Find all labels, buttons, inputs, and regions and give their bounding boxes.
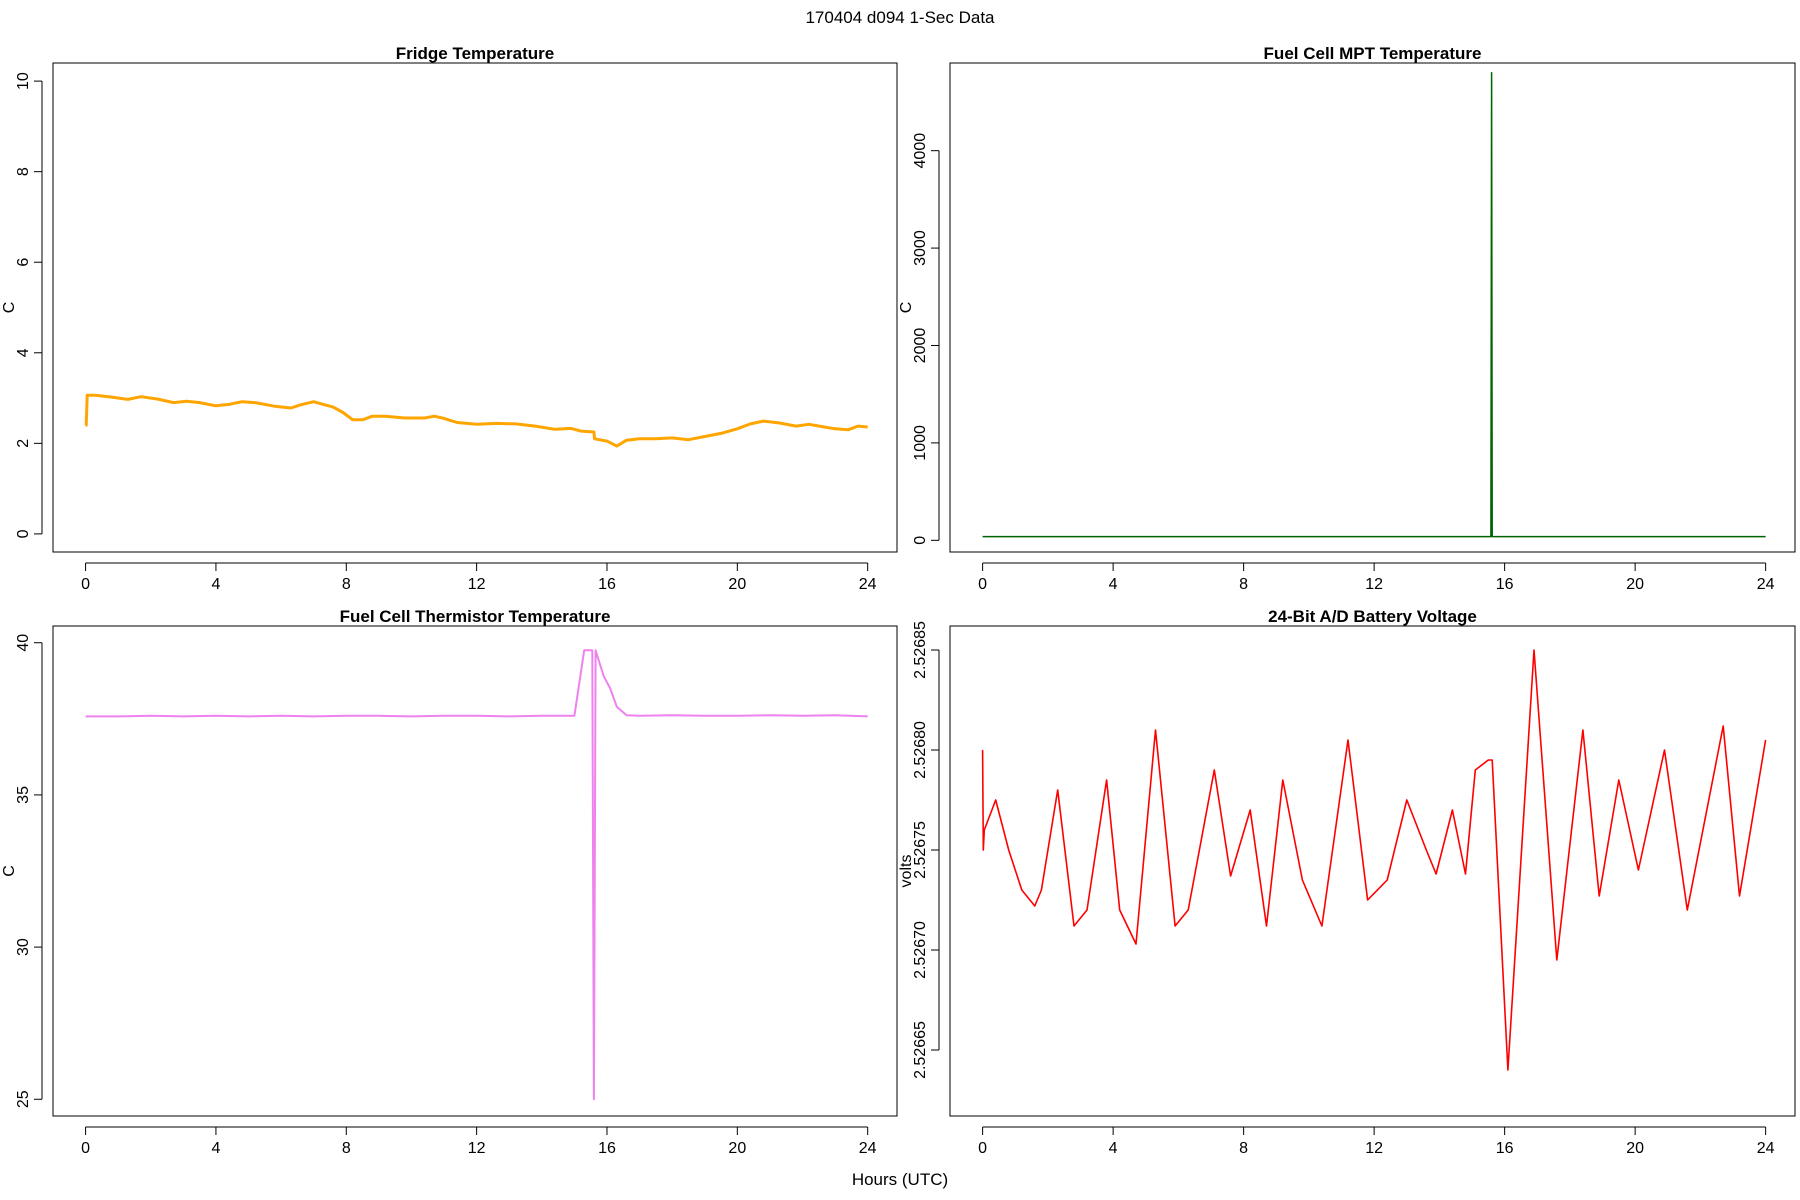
mpt-chart-title: Fuel Cell MPT Temperature: [1264, 44, 1482, 63]
figure-x-axis-label: Hours (UTC): [852, 1170, 948, 1189]
thermistor-x-tick-label: 8: [342, 1140, 351, 1157]
fridge-y-tick-label: 2: [15, 439, 32, 448]
battery-plot-frame: [949, 625, 1796, 1117]
fridge-x-tick-label: 24: [859, 576, 877, 593]
mpt-x-tick-label: 20: [1626, 576, 1644, 593]
panel-battery-voltage: 24-Bit A/D Battery Voltage 0 4 8 12 16 20 24 2.5…: [898, 607, 1796, 1157]
battery-x-tick-label: 0: [978, 1140, 987, 1157]
mpt-x-tick-label: 0: [978, 576, 987, 593]
battery-x-tick-label: 20: [1626, 1140, 1644, 1157]
battery-y-tick-label: 2.52685: [912, 621, 929, 679]
thermistor-x-tick-label: 20: [728, 1140, 746, 1157]
mpt-x-tick-label: 24: [1757, 576, 1775, 593]
mpt-x-tick-label: 4: [1109, 576, 1118, 593]
thermistor-y-tick-label: 30: [15, 938, 32, 956]
battery-y-tick-label: 2.52680: [912, 721, 929, 779]
thermistor-y-axis-label: C: [1, 865, 18, 877]
mpt-series-line: [982, 71, 1766, 538]
fridge-x-tick-label: 12: [468, 576, 486, 593]
battery-x-tick-label: 24: [1757, 1140, 1775, 1157]
fridge-y-tick-label: 0: [15, 529, 32, 538]
mpt-y-tick-label: 2000: [912, 328, 929, 364]
thermistor-x-tick-label: 12: [468, 1140, 486, 1157]
fridge-x-tick-label: 8: [342, 576, 351, 593]
fridge-y-tick-label: 8: [15, 167, 32, 176]
mpt-x-tick-label: 12: [1365, 576, 1383, 593]
battery-series-line: [981, 649, 1767, 1071]
thermistor-y-tick-label: 25: [15, 1090, 32, 1108]
fridge-y-tick-label: 4: [15, 348, 32, 357]
fridge-series-line: [84, 393, 868, 448]
battery-x-tick-label: 16: [1496, 1140, 1514, 1157]
thermistor-x-tick-label: 4: [211, 1140, 220, 1157]
fridge-y-tick-label: 6: [15, 258, 32, 267]
mpt-plot-frame: [949, 62, 1796, 553]
battery-y-tick-label: 2.52675: [912, 821, 929, 879]
fridge-chart-title: Fridge Temperature: [396, 44, 554, 63]
battery-chart-title: 24-Bit A/D Battery Voltage: [1268, 607, 1477, 626]
battery-y-axis-label: volts: [898, 855, 915, 888]
thermistor-x-tick-label: 16: [598, 1140, 616, 1157]
figure-title: 170404 d094 1-Sec Data: [805, 8, 995, 27]
thermistor-x-tick-label: 0: [81, 1140, 90, 1157]
fridge-y-axis-label: C: [1, 302, 18, 314]
mpt-x-tick-label: 16: [1496, 576, 1514, 593]
battery-y-tick-label: 2.52670: [912, 921, 929, 979]
panel-fuel-cell-mpt-temperature: Fuel Cell MPT Temperature 0 4 8 12 16 20 24 0 100…: [898, 44, 1796, 593]
thermistor-y-tick-label: 40: [15, 634, 32, 652]
panel-fuel-cell-thermistor-temperature: Fuel Cell Thermistor Temperature 0 4 8 12 16 2…: [1, 607, 898, 1157]
thermistor-plot-frame: [52, 625, 898, 1117]
mpt-y-tick-label: 0: [912, 536, 929, 545]
thermistor-y-tick-label: 35: [15, 786, 32, 804]
mpt-x-tick-label: 8: [1239, 576, 1248, 593]
fridge-plot-frame: [52, 62, 898, 553]
fridge-x-tick-label: 20: [728, 576, 746, 593]
thermistor-chart-title: Fuel Cell Thermistor Temperature: [340, 607, 611, 626]
fridge-x-tick-label: 4: [211, 576, 220, 593]
thermistor-x-tick-label: 24: [859, 1140, 877, 1157]
mpt-y-tick-label: 1000: [912, 425, 929, 461]
battery-x-tick-label: 4: [1109, 1140, 1118, 1157]
fridge-y-tick-label: 10: [15, 72, 32, 90]
battery-x-tick-label: 12: [1365, 1140, 1383, 1157]
fridge-x-tick-label: 0: [81, 576, 90, 593]
mpt-y-tick-label: 4000: [912, 133, 929, 169]
battery-x-tick-label: 8: [1239, 1140, 1248, 1157]
battery-y-tick-label: 2.52665: [912, 1021, 929, 1079]
mpt-y-tick-label: 3000: [912, 230, 929, 266]
fridge-x-tick-label: 16: [598, 576, 616, 593]
mpt-y-axis-label: C: [898, 302, 915, 314]
thermistor-series-line: [85, 649, 868, 1101]
